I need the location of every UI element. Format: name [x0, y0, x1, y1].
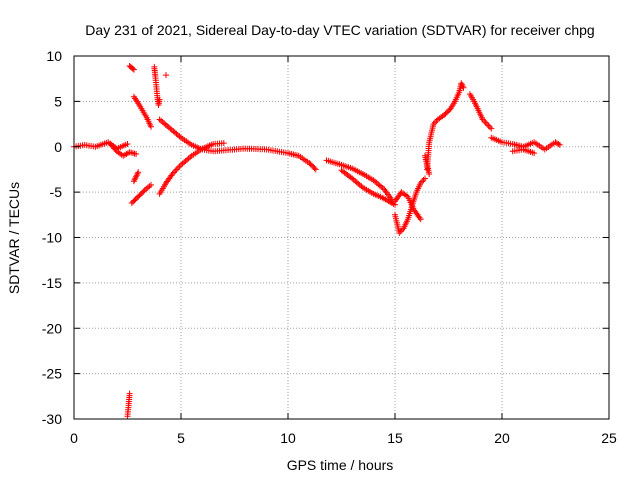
data-point: [148, 123, 154, 130]
y-tick-label: -10: [42, 230, 62, 246]
y-tick-label: 10: [46, 48, 62, 64]
x-tick-label: 5: [177, 430, 185, 446]
data-points: [71, 63, 563, 420]
data-point: [488, 125, 495, 132]
data-point: [422, 175, 428, 182]
data-point: [135, 169, 142, 176]
data-point: [163, 72, 169, 79]
data-point: [441, 112, 448, 118]
data-point: [220, 140, 227, 147]
data-point: [129, 65, 136, 72]
x-tick-label: 10: [280, 430, 296, 446]
data-point: [156, 96, 163, 103]
data-point: [460, 84, 467, 91]
data-point: [135, 193, 142, 200]
x-tick-label: 20: [494, 430, 510, 446]
y-tick-label: 5: [54, 93, 62, 109]
grid: [74, 56, 609, 419]
data-point: [130, 66, 137, 73]
tick-labels: 0 5 10 15 20 25 10 5 0 -5 -10 -15 -20 -25 -30: [42, 48, 617, 446]
data-point: [111, 145, 118, 152]
y-tick-label: -25: [42, 366, 62, 382]
data-point: [531, 150, 538, 157]
x-tick-label: 15: [387, 430, 403, 446]
data-point: [131, 197, 138, 204]
data-point: [312, 166, 319, 173]
data-point: [133, 151, 140, 157]
y-tick-label: -20: [42, 320, 62, 336]
y-axis-label: SDTVAR / TECUs: [6, 182, 22, 294]
y-tick-label: -5: [50, 184, 63, 200]
chart-title: Day 231 of 2021, Sidereal Day-to-day VTE…: [85, 22, 594, 38]
x-tick-label: 0: [70, 430, 78, 446]
x-axis-label: GPS time / hours: [287, 457, 394, 473]
data-point: [446, 106, 453, 113]
y-tick-label: 0: [54, 139, 62, 155]
data-point: [426, 171, 433, 177]
y-tick-label: -15: [42, 275, 62, 291]
x-tick-label: 25: [601, 430, 617, 446]
data-point: [124, 141, 131, 147]
data-point: [556, 141, 563, 148]
data-point: [417, 216, 424, 223]
data-point: [555, 141, 562, 147]
data-point: [311, 165, 318, 172]
data-point: [148, 181, 154, 188]
y-tick-label: -30: [42, 411, 62, 427]
data-point: [126, 390, 133, 397]
data-point: [140, 188, 147, 195]
ticks: [73, 55, 610, 420]
